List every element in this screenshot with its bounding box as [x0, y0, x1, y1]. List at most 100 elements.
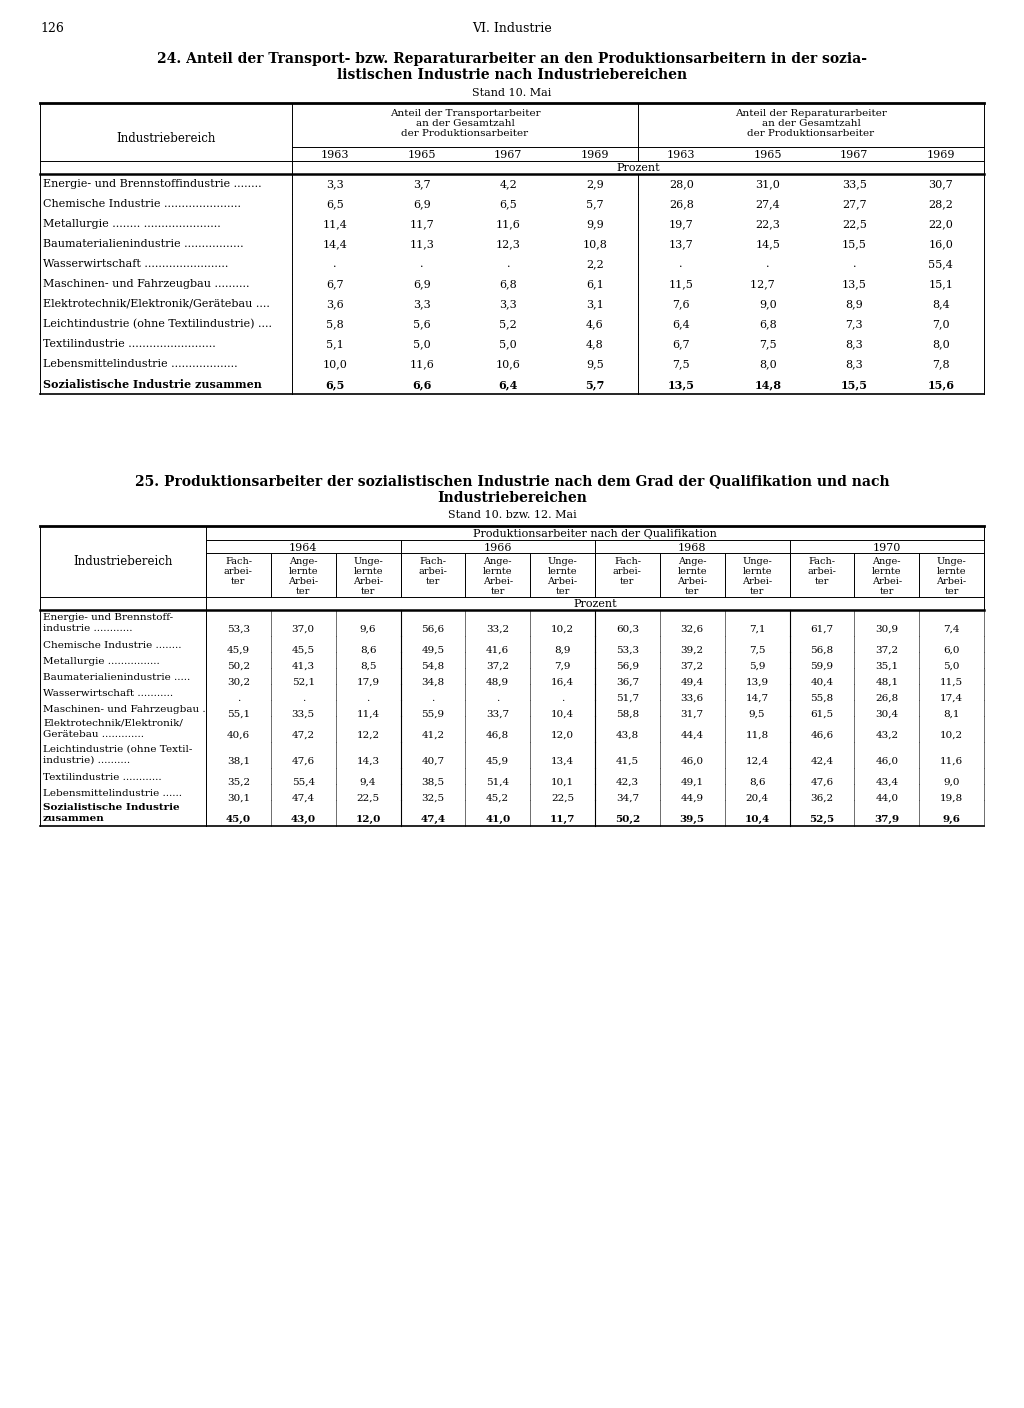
Text: 6,4: 6,4: [499, 379, 518, 390]
Text: 14,3: 14,3: [356, 758, 380, 766]
Text: 10,4: 10,4: [551, 710, 574, 719]
Text: Elektrotechnik/Elektronik/Gerätebau ....: Elektrotechnik/Elektronik/Gerätebau ....: [43, 298, 270, 308]
Text: 4,8: 4,8: [586, 339, 603, 349]
Text: 22,5: 22,5: [356, 794, 380, 803]
Text: 46,6: 46,6: [810, 731, 834, 741]
Text: Unge-: Unge-: [353, 558, 383, 566]
Text: 43,0: 43,0: [291, 815, 315, 824]
Text: ter: ter: [296, 587, 310, 596]
Text: 41,3: 41,3: [292, 662, 314, 672]
Text: listischen Industrie nach Industriebereichen: listischen Industrie nach Industrieberei…: [337, 68, 687, 82]
Text: 6,5: 6,5: [500, 199, 517, 208]
Text: Anteil der Reparaturarbeiter: Anteil der Reparaturarbeiter: [735, 108, 887, 118]
Text: 55,1: 55,1: [227, 710, 250, 719]
Text: 27,4: 27,4: [756, 199, 780, 208]
Text: 7,5: 7,5: [749, 646, 765, 655]
Text: 11,7: 11,7: [550, 815, 575, 824]
Text: 10,8: 10,8: [583, 239, 607, 249]
Text: 10,4: 10,4: [744, 815, 770, 824]
Text: 12,4: 12,4: [745, 758, 769, 766]
Text: 40,4: 40,4: [810, 679, 834, 687]
Text: lernte: lernte: [742, 567, 772, 576]
Text: .: .: [496, 694, 500, 703]
Text: 17,4: 17,4: [940, 694, 964, 703]
Text: 8,5: 8,5: [359, 662, 377, 672]
Text: 6,4: 6,4: [673, 320, 690, 329]
Text: ter: ter: [944, 587, 958, 596]
Text: Prozent: Prozent: [616, 163, 659, 173]
Text: 7,1: 7,1: [749, 625, 765, 634]
Text: 41,5: 41,5: [615, 758, 639, 766]
Text: 35,2: 35,2: [227, 779, 250, 787]
Text: 51,7: 51,7: [615, 694, 639, 703]
Text: Industriebereich: Industriebereich: [74, 555, 173, 567]
Text: Energie- und Brennstoff-: Energie- und Brennstoff-: [43, 612, 173, 622]
Text: 33,6: 33,6: [681, 694, 703, 703]
Text: an der Gesamtzahl: an der Gesamtzahl: [416, 120, 514, 128]
Text: 11,6: 11,6: [410, 359, 434, 369]
Text: 3,3: 3,3: [327, 179, 344, 189]
Text: 9,9: 9,9: [586, 220, 603, 230]
Text: 1969: 1969: [581, 151, 609, 161]
Text: 53,3: 53,3: [615, 646, 639, 655]
Text: 15,6: 15,6: [928, 379, 954, 390]
Text: 52,5: 52,5: [809, 815, 835, 824]
Text: 48,9: 48,9: [486, 679, 509, 687]
Text: 31,7: 31,7: [681, 710, 703, 719]
Text: 13,4: 13,4: [551, 758, 574, 766]
Text: 8,0: 8,0: [932, 339, 949, 349]
Text: 9,4: 9,4: [359, 779, 377, 787]
Text: 6,5: 6,5: [327, 199, 344, 208]
Text: 1968: 1968: [678, 543, 707, 553]
Text: 7,6: 7,6: [673, 298, 690, 308]
Text: 25. Produktionsarbeiter der sozialistischen Industrie nach dem Grad der Qualifik: 25. Produktionsarbeiter der sozialistisc…: [135, 474, 889, 489]
Text: 60,3: 60,3: [615, 625, 639, 634]
Text: 39,5: 39,5: [680, 815, 705, 824]
Text: 3,3: 3,3: [413, 298, 431, 308]
Text: 47,2: 47,2: [292, 731, 314, 741]
Text: 22,3: 22,3: [756, 220, 780, 230]
Text: Unge-: Unge-: [548, 558, 578, 566]
Text: 34,8: 34,8: [421, 679, 444, 687]
Text: 5,0: 5,0: [500, 339, 517, 349]
Text: 11,6: 11,6: [940, 758, 964, 766]
Text: 11,8: 11,8: [745, 731, 769, 741]
Text: 26,8: 26,8: [876, 694, 898, 703]
Text: 42,3: 42,3: [615, 779, 639, 787]
Text: 33,2: 33,2: [486, 625, 509, 634]
Text: Maschinen- und Fahrzeugbau ..........: Maschinen- und Fahrzeugbau ..........: [43, 279, 250, 289]
Text: 45,9: 45,9: [486, 758, 509, 766]
Text: Sozialistische Industrie: Sozialistische Industrie: [43, 803, 179, 812]
Text: 8,3: 8,3: [846, 339, 863, 349]
Text: arbei-: arbei-: [224, 567, 253, 576]
Text: Stand 10. bzw. 12. Mai: Stand 10. bzw. 12. Mai: [447, 510, 577, 520]
Text: 1963: 1963: [667, 151, 695, 161]
Text: 14,7: 14,7: [745, 694, 769, 703]
Text: Metallurgie ................: Metallurgie ................: [43, 658, 160, 666]
Text: 14,4: 14,4: [323, 239, 348, 249]
Text: 19,7: 19,7: [669, 220, 693, 230]
Text: ter: ter: [490, 587, 505, 596]
Text: .: .: [367, 694, 370, 703]
Text: ter: ter: [426, 577, 440, 586]
Text: 43,2: 43,2: [876, 731, 898, 741]
Text: 33,7: 33,7: [486, 710, 509, 719]
Text: 56,6: 56,6: [421, 625, 444, 634]
Text: 9,6: 9,6: [942, 815, 961, 824]
Text: 11,4: 11,4: [323, 220, 348, 230]
Text: 15,5: 15,5: [841, 379, 867, 390]
Text: .: .: [561, 694, 564, 703]
Text: 24. Anteil der Transport- bzw. Reparaturarbeiter an den Produktionsarbeitern in : 24. Anteil der Transport- bzw. Reparatur…: [157, 52, 867, 66]
Text: 12,2: 12,2: [356, 731, 380, 741]
Text: 38,5: 38,5: [421, 779, 444, 787]
Text: Wasserwirtschaft ........................: Wasserwirtschaft .......................…: [43, 259, 228, 269]
Text: 27,7: 27,7: [842, 199, 866, 208]
Text: Textilindustrie .........................: Textilindustrie ........................…: [43, 339, 216, 349]
Text: 11,6: 11,6: [496, 220, 520, 230]
Text: 39,2: 39,2: [681, 646, 703, 655]
Text: 9,5: 9,5: [749, 710, 765, 719]
Text: 16,0: 16,0: [929, 239, 953, 249]
Text: 4,2: 4,2: [500, 179, 517, 189]
Text: 6,7: 6,7: [327, 279, 344, 289]
Text: 3,1: 3,1: [586, 298, 603, 308]
